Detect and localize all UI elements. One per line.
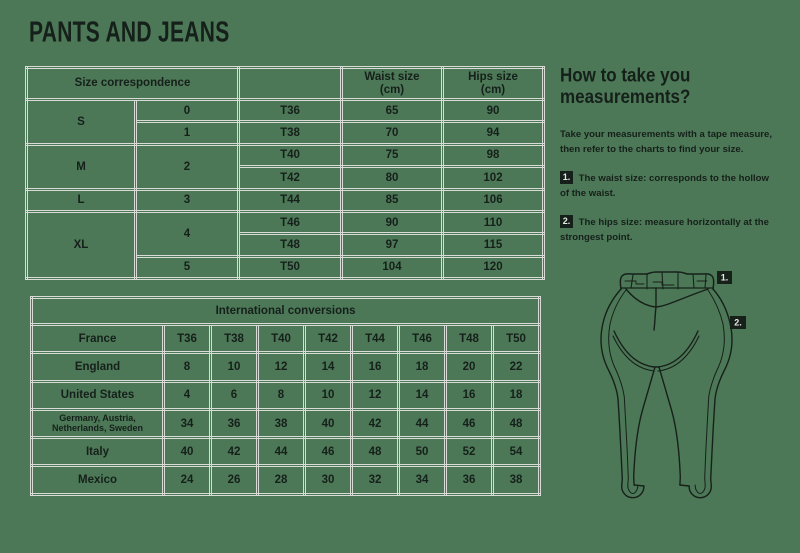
- svg-text:1.: 1.: [721, 273, 729, 283]
- svg-text:2.: 2.: [734, 318, 742, 328]
